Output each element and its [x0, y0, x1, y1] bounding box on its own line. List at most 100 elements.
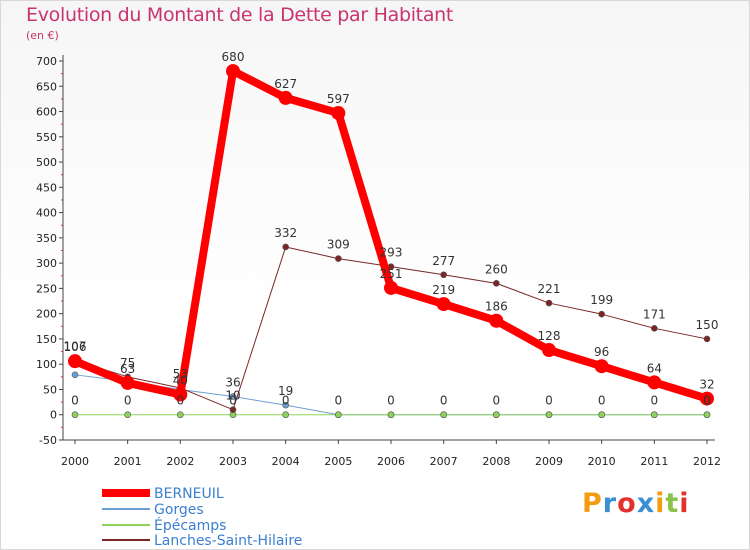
data-point: [436, 297, 451, 312]
logo-letter: t: [665, 488, 680, 519]
logo-letter: o: [617, 488, 637, 519]
data-point: [282, 243, 289, 251]
axes: -500501001502002503003504004505005506006…: [36, 55, 721, 468]
y-tick-label: 450: [36, 181, 57, 194]
series-line-berneuil: [73, 67, 709, 403]
data-point: [545, 299, 553, 307]
data-label: 0: [703, 394, 711, 408]
data-point: [335, 411, 342, 419]
y-tick-label: 600: [36, 106, 57, 119]
data-point: [384, 280, 398, 295]
data-point: [545, 411, 553, 419]
x-tick-label: 2000: [61, 455, 89, 468]
data-label: 0: [598, 394, 606, 408]
data-label: 199: [590, 293, 613, 307]
data-label: 277: [432, 254, 455, 268]
data-point: [651, 325, 658, 332]
data-point: [68, 354, 82, 369]
data-label: 0: [282, 394, 290, 408]
data-point: [489, 313, 504, 328]
data-point: [71, 411, 79, 419]
data-point: [542, 343, 556, 358]
y-tick-label: 400: [36, 207, 57, 220]
x-tick-label: 2005: [324, 455, 352, 468]
data-point: [335, 255, 342, 262]
data-label: 75: [120, 356, 135, 370]
x-tick-label: 2001: [114, 455, 142, 468]
logo-letter: i: [655, 488, 666, 519]
data-label: 0: [493, 394, 501, 408]
x-tick-label: 2010: [588, 455, 616, 468]
data-label: 0: [177, 394, 185, 408]
x-tick-label: 2003: [219, 455, 247, 468]
series-lines: [68, 64, 714, 419]
y-tick-label: 150: [36, 333, 57, 346]
data-label: 0: [651, 394, 659, 408]
data-label: 19: [278, 384, 293, 398]
data-point: [229, 406, 237, 413]
data-label: 221: [538, 282, 561, 296]
data-point: [282, 411, 289, 419]
data-point: [71, 371, 79, 379]
data-label: 0: [703, 394, 711, 408]
data-point: [173, 387, 188, 402]
data-point: [703, 411, 711, 419]
x-tick-label: 2011: [640, 455, 668, 468]
legend-label: BERNEUIL: [154, 486, 224, 502]
y-tick-label: 100: [36, 358, 57, 371]
data-label: 0: [440, 394, 448, 408]
legend: BERNEUILGorgesÉpécampsLanches-Saint-Hila…: [102, 486, 302, 549]
data-point: [387, 411, 395, 419]
y-tick-label: 0: [50, 409, 57, 422]
data-point: [598, 310, 605, 318]
data-point: [598, 411, 605, 419]
y-tick-label: -50: [39, 434, 57, 447]
y-tick-label: 350: [36, 232, 57, 245]
y-tick-label: 300: [36, 257, 57, 270]
data-point: [440, 271, 447, 279]
y-tick-label: 550: [36, 131, 57, 144]
data-label: 293: [380, 246, 403, 260]
y-tick-label: 650: [36, 80, 57, 93]
data-point: [120, 375, 135, 390]
chart-title: Evolution du Montant de la Dette par Hab…: [26, 4, 454, 26]
x-tick-label: 2006: [377, 455, 405, 468]
x-tick-label: 2008: [482, 455, 510, 468]
proxiti-logo: Proxiti: [582, 488, 690, 519]
data-label: 0: [335, 394, 343, 408]
y-tick-label: 250: [36, 282, 57, 295]
x-tick-label: 2002: [166, 455, 194, 468]
data-label: 186: [485, 300, 508, 314]
data-label: 150: [696, 318, 719, 332]
legend-label: Gorges: [154, 502, 204, 518]
data-point: [229, 393, 237, 400]
logo-letter: r: [602, 488, 618, 519]
data-label: 260: [485, 262, 508, 276]
data-label: 0: [545, 394, 553, 408]
data-label: 597: [327, 92, 350, 106]
x-tick-label: 2007: [430, 455, 458, 468]
data-point: [703, 335, 711, 343]
y-tick-label: 200: [36, 308, 57, 321]
data-label: 680: [222, 50, 245, 64]
data-label: 0: [387, 394, 395, 408]
data-point: [124, 411, 131, 419]
data-label: 40: [173, 374, 188, 388]
logo-letter: i: [679, 488, 690, 519]
data-point: [226, 64, 240, 79]
unit-label: (en €): [26, 29, 59, 42]
data-point: [493, 411, 500, 419]
y-tick-label: 50: [43, 383, 57, 396]
x-tick-label: 2009: [535, 455, 563, 468]
data-point: [282, 401, 289, 409]
data-label: 0: [124, 394, 132, 408]
data-point: [177, 411, 184, 419]
data-label: 53: [173, 367, 188, 381]
data-point: [278, 90, 293, 105]
logo-letter: P: [582, 488, 603, 519]
y-tick-label: 700: [36, 55, 57, 68]
data-label: 32: [699, 378, 714, 392]
data-label: 10: [225, 389, 240, 403]
